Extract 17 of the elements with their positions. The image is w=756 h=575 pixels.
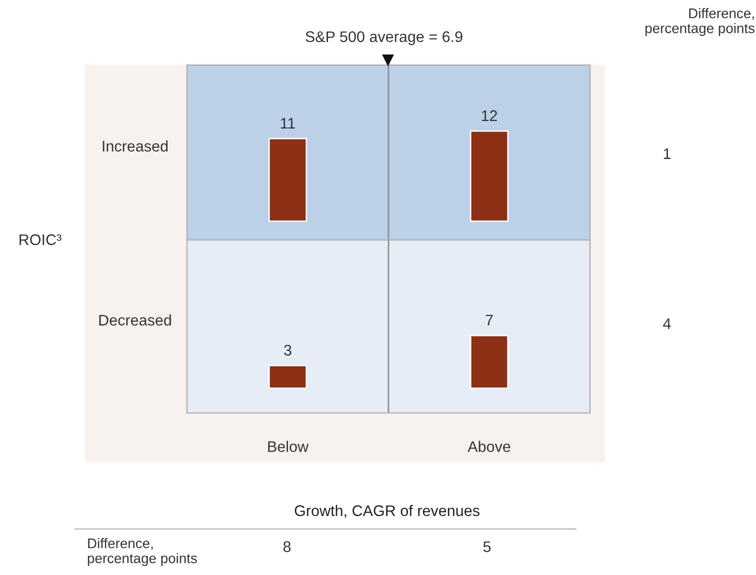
text: ROIC³ bbox=[20, 234, 62, 246]
x-tick-label: Below bbox=[268, 440, 309, 452]
text: Difference, percentage points bbox=[645, 8, 755, 36]
y-axis-title: Decreased bbox=[99, 314, 171, 326]
x-tick-label: Above bbox=[468, 440, 510, 452]
x-axis-title: Growth, CAGR of revenues bbox=[294, 504, 480, 518]
data-label: 7 bbox=[486, 314, 493, 326]
data-label: 12 bbox=[482, 110, 497, 121]
data-label: 3 bbox=[284, 344, 292, 356]
text: 1 bbox=[664, 148, 671, 159]
text: 4 bbox=[663, 318, 671, 329]
text: 8 bbox=[283, 541, 291, 552]
text: Difference, percentage points bbox=[88, 538, 197, 566]
data-label: 11 bbox=[280, 118, 295, 128]
y-axis-title: Increased bbox=[102, 140, 168, 152]
text: 5 bbox=[483, 541, 491, 552]
text: S&P 500 average = 6.9 bbox=[306, 31, 462, 46]
